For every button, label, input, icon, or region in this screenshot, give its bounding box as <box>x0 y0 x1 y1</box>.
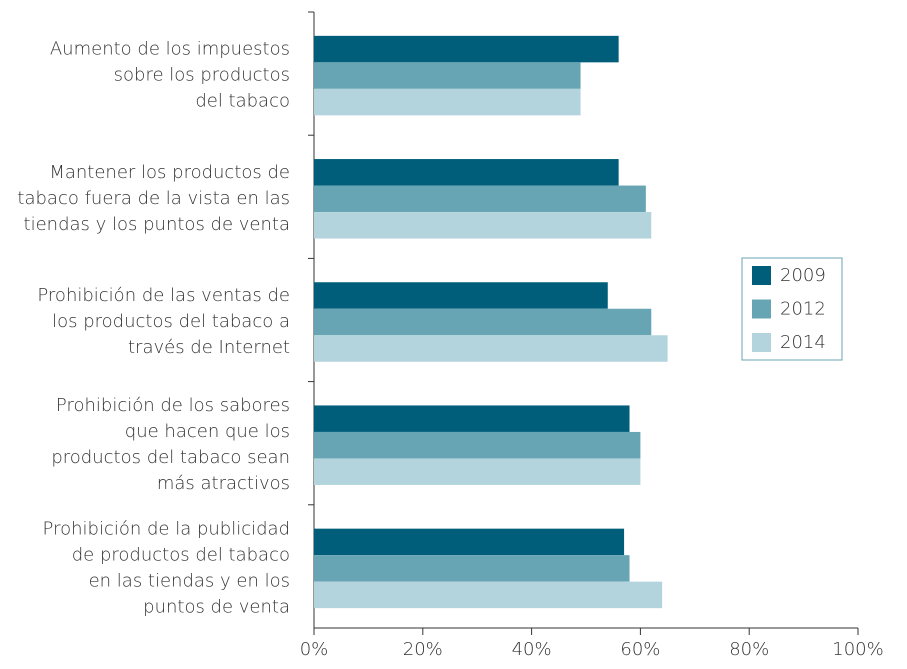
category-label-line: través de Internet <box>128 337 290 358</box>
category-label: Prohibición de la publicidad de productos… <box>43 518 290 617</box>
bar <box>314 35 619 63</box>
category-label-line: productos del tabaco sean <box>51 447 290 468</box>
category-label-line: más atractivos <box>157 473 290 494</box>
category-label-line: sobre los productos <box>114 65 290 86</box>
bar <box>314 335 668 362</box>
legend-label: 2014 <box>780 332 826 353</box>
legend-swatch <box>752 299 771 319</box>
x-tick-label: 100% <box>832 639 883 660</box>
category-label-line: del tabaco <box>195 91 290 112</box>
category-label-line: los productos del tabaco a <box>52 311 290 332</box>
x-tick-label: 0% <box>300 639 329 660</box>
category-label-line: Mantener los productos de <box>49 162 290 183</box>
category-label-line: Aumento de los impuestos <box>50 39 290 60</box>
bar <box>314 308 652 336</box>
x-tick-label: 60% <box>620 639 660 660</box>
category-label-line: que hacen que los <box>125 421 290 442</box>
category-label-line: tiendas y los puntos de venta <box>24 214 290 235</box>
category-label-line: en las tiendas y en los <box>89 570 290 591</box>
legend-label: 2009 <box>780 265 826 286</box>
bar <box>314 555 630 582</box>
bar <box>314 431 641 459</box>
category-label-line: de productos del tabaco <box>72 544 290 565</box>
bar <box>314 405 630 432</box>
bar <box>314 212 652 239</box>
x-tick-label: 20% <box>403 639 443 660</box>
bar <box>314 458 641 485</box>
bar <box>314 62 581 89</box>
legend-swatch <box>752 333 771 352</box>
x-tick-label: 40% <box>512 639 552 660</box>
category-label: Mantener los productos de tabaco fuera de… <box>17 162 290 235</box>
category-label-line: Prohibición de la publicidad <box>43 518 290 539</box>
category-label-line: puntos de venta <box>143 596 290 617</box>
bar <box>314 159 619 186</box>
bar <box>314 282 608 309</box>
category-label: Prohibición de las ventas de los producto… <box>37 285 290 358</box>
category-label: Prohibición de los sabores que hacen que … <box>51 395 290 494</box>
category-label: Aumento de los impuestos sobre los produc… <box>50 39 290 112</box>
bar <box>314 88 581 116</box>
legend-swatch <box>752 266 771 285</box>
category-label-line: Prohibición de los sabores <box>56 395 290 416</box>
category-label-line: tabaco fuera de la vista en las <box>17 188 290 209</box>
bar <box>314 185 646 213</box>
category-label-line: Prohibición de las ventas de <box>37 285 290 306</box>
bar <box>314 528 625 556</box>
legend-label: 2012 <box>780 299 826 320</box>
x-tick-label: 80% <box>729 639 769 660</box>
bar <box>314 581 663 609</box>
